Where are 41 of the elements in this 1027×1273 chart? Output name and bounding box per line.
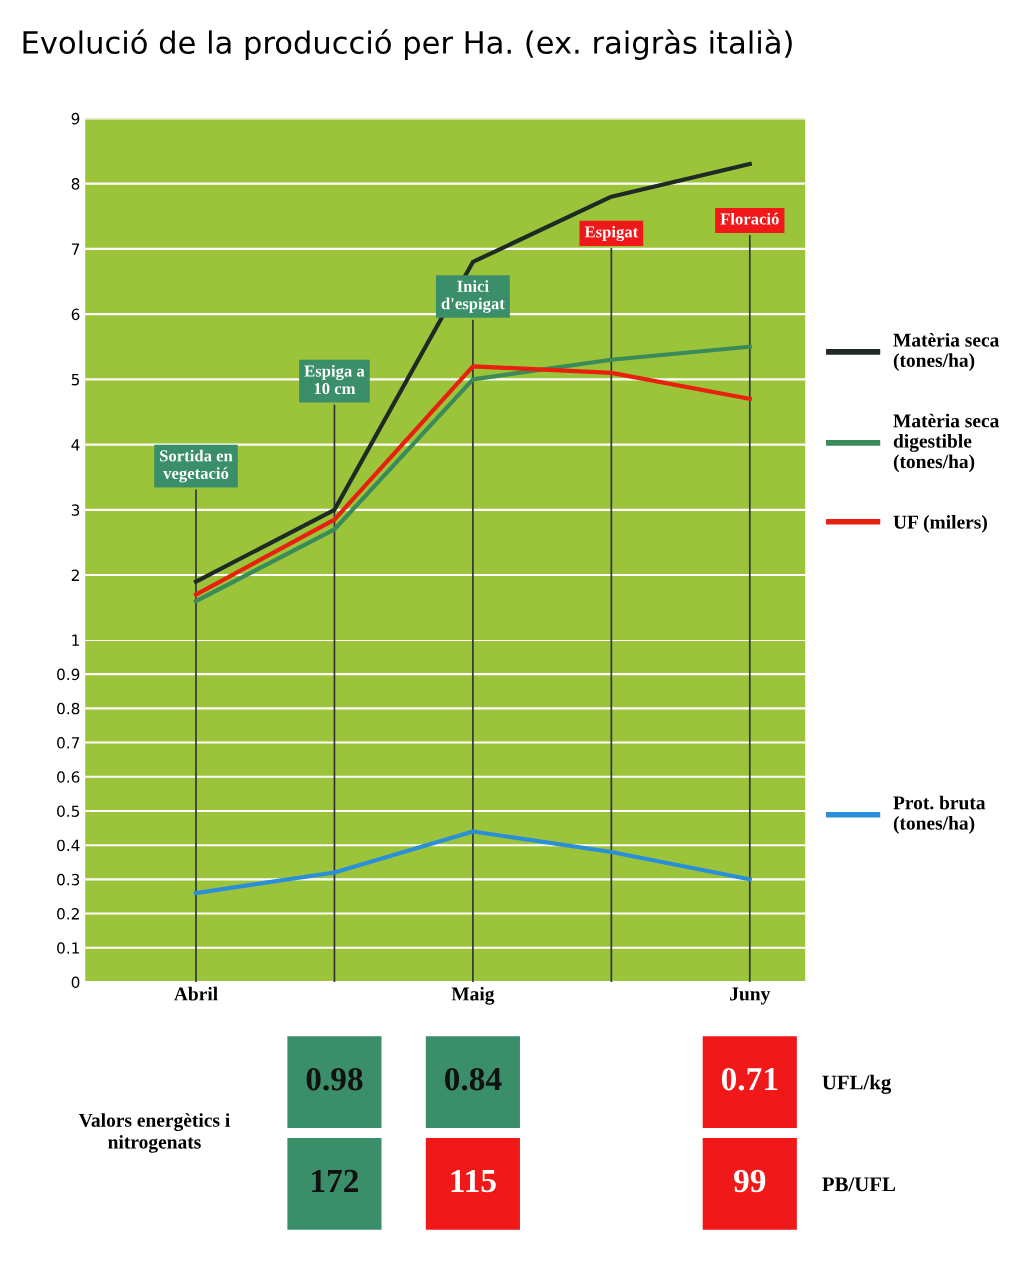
y-tick-label: 0.7 [57,737,80,749]
y-tick-label: 9 [71,112,80,125]
data-label: 99 [734,1169,766,1193]
data-label: 0.84 [445,1067,502,1091]
y-tick-label: 0.2 [57,908,79,920]
y-tick-label: 0 [71,976,80,989]
annotation: Floració [720,212,779,225]
y-tick-label: 0.9 [57,668,80,681]
y-tick-label: 3 [71,504,80,516]
y-tick-label: 8 [71,178,80,190]
y-tick-label: 1 [72,634,79,646]
y-tick-label: 6 [71,308,80,321]
legend-label: Matèria seca digestible (tones/ha) [893,413,1000,473]
data-label: 0.71 [721,1067,778,1091]
y-tick-label: UFL/kg [822,1074,892,1094]
legend-label: Matèria seca (tones/ha) [893,332,1000,371]
annotation: Sortida en vegetació [160,449,233,483]
y-tick-label: 0.1 [57,942,79,954]
y-tick-label: 4 [71,439,80,451]
y-tick-label: 7 [71,243,80,255]
y-tick-label: 0.5 [57,805,80,817]
annotation: Espigat [584,225,639,242]
data-label: 172 [312,1169,359,1192]
legend-label: Prot. bruta (tones/ha) [893,795,986,834]
data-label: 115 [451,1169,496,1193]
chart-title: Evolució de la producció per Ha. (ex. raigràs italià) [23,29,792,60]
annotation: Espiga a 10 cm [304,364,365,395]
x-tick-label: Abril [174,986,218,1001]
legend-label: UF (milers) [893,515,987,533]
y-tick-label: 0.6 [57,771,80,783]
y-tick-label: 2 [71,569,79,581]
y-tick-label: PB/UFL [822,1177,896,1192]
annotation: Inici d'espigat [441,280,505,313]
text: Valors energètics i nitrogenats [78,1113,230,1153]
data-label: 0.98 [306,1067,363,1091]
y-tick-label: 5 [71,374,80,386]
y-tick-label: 0.8 [57,702,80,715]
y-tick-label: 0.3 [57,873,80,886]
y-tick-label: 0.4 [57,839,80,852]
x-tick-label: Maig [451,986,495,1005]
x-tick-label: Juny [730,987,771,1005]
